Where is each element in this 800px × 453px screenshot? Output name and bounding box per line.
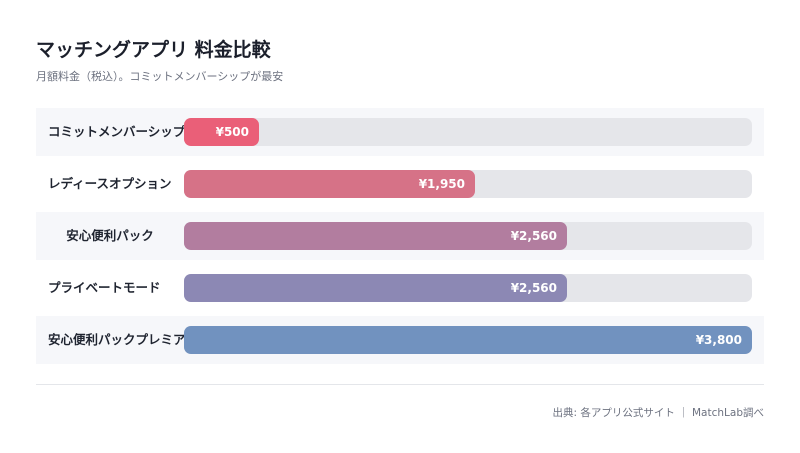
bar-track: ¥2,560	[184, 274, 752, 302]
bar-value-label: ¥3,800	[695, 333, 742, 347]
bar: ¥3,800	[184, 326, 752, 354]
category-label: プライベートモード	[48, 280, 161, 295]
bar-row: 安心便利パックプレミアム ¥3,800	[36, 316, 764, 364]
bar-row: コミットメンバーシップ ¥500	[36, 108, 764, 156]
bar-value-label: ¥2,560	[510, 229, 557, 243]
bar-row: レディースオプション ¥1,950	[36, 160, 764, 208]
bar-row: プライベートモード ¥2,560	[36, 264, 764, 312]
bar-track: ¥1,950	[184, 170, 752, 198]
bar-track: ¥2,560	[184, 222, 752, 250]
bar: ¥1,950	[184, 170, 475, 198]
chart-subtitle: 月額料金（税込）。コミットメンバーシップが最安	[36, 70, 284, 83]
bar-track: ¥3,800	[184, 326, 752, 354]
bar: ¥2,560	[184, 222, 567, 250]
category-label: コミットメンバーシップ	[48, 124, 184, 139]
bar-value-label: ¥500	[215, 125, 249, 139]
bar-track: ¥500	[184, 118, 752, 146]
bar: ¥500	[184, 118, 259, 146]
category-label: 安心便利パックプレミアム	[48, 332, 184, 347]
category-label: レディースオプション	[48, 176, 172, 191]
chart-title: マッチングアプリ 料金比較	[36, 39, 271, 61]
category-label: 安心便利パック	[66, 228, 154, 243]
bar-row: 安心便利パック ¥2,560	[36, 212, 764, 260]
bar: ¥2,560	[184, 274, 567, 302]
footer-divider	[36, 384, 764, 385]
source-note: 出典: 各アプリ公式サイト ｜ MatchLab調べ	[552, 407, 764, 419]
bar-value-label: ¥2,560	[510, 281, 557, 295]
bar-chart: コミットメンバーシップ ¥500 レディースオプション ¥1,950 安心便利パック ¥2…	[36, 108, 764, 368]
bar-value-label: ¥1,950	[418, 177, 465, 191]
